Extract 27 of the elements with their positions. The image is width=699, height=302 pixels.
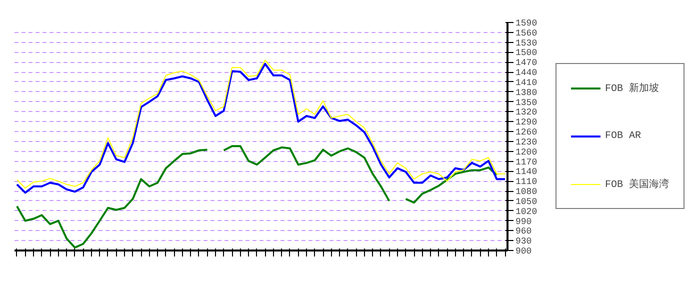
y-tick-label: 1140 — [516, 167, 538, 178]
y-tick-label: 990 — [516, 216, 532, 227]
y-tick-label: 1500 — [516, 48, 538, 58]
legend-label: FOB 美国海湾 — [604, 178, 670, 191]
y-tick-label: 1350 — [516, 98, 538, 108]
y-tick-label: 1380 — [516, 88, 538, 98]
y-tick-label: 1410 — [516, 78, 538, 88]
y-tick-label: 900 — [516, 246, 532, 256]
y-tick-label: 1560 — [516, 28, 538, 38]
y-tick-label: 1260 — [516, 128, 538, 138]
y-tick-label: 1230 — [516, 137, 538, 148]
y-tick-label: 1590 — [516, 18, 538, 28]
y-tick-label: 1050 — [516, 196, 538, 207]
y-tick-label: 930 — [516, 236, 532, 247]
y-tick-label: 1320 — [516, 108, 538, 118]
y-tick-label: 1530 — [516, 38, 538, 48]
y-tick-label: 1110 — [516, 177, 538, 188]
y-tick-label: 1440 — [516, 68, 538, 78]
y-tick-label: 1470 — [516, 58, 538, 68]
y-tick-label: 1200 — [516, 147, 538, 158]
y-tick-label: 1290 — [516, 118, 538, 128]
legend-label: FOB 新加坡 — [604, 82, 660, 95]
legend-label: FOB AR — [604, 130, 642, 142]
y-tick-label: 1020 — [516, 206, 538, 217]
y-tick-label: 1170 — [516, 157, 538, 168]
y-tick-label: 960 — [516, 226, 532, 237]
y-tick-label: 1080 — [516, 187, 538, 198]
